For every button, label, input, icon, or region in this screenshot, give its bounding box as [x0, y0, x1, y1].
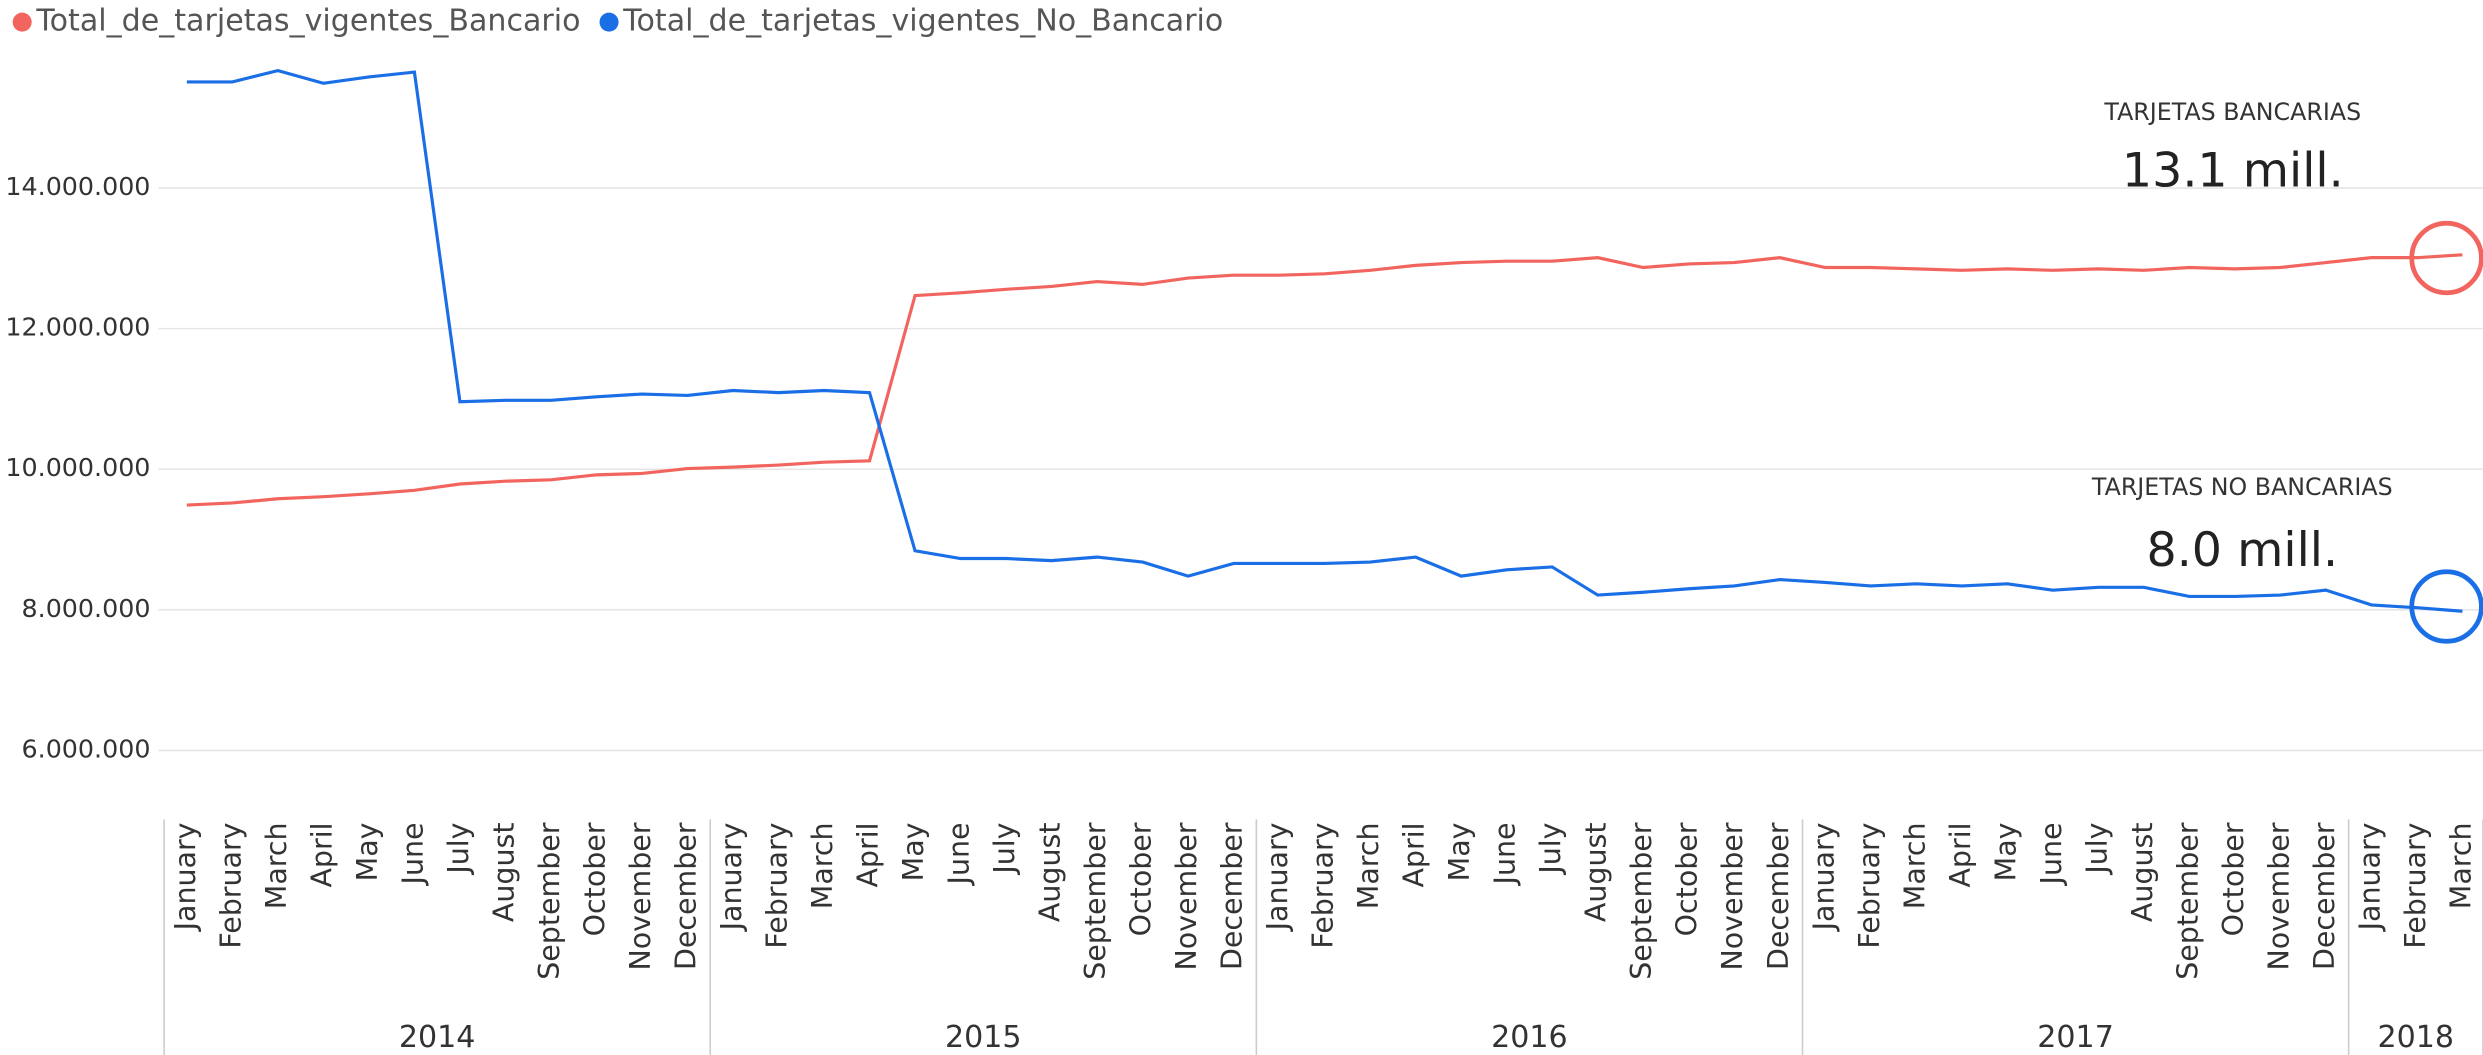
- x-tick-label: July: [1534, 822, 1567, 875]
- x-tick-label: March: [806, 822, 839, 909]
- x-tick-label: May: [897, 822, 930, 881]
- x-tick-label: September: [533, 822, 566, 980]
- y-tick-label: 8.000.000: [22, 593, 151, 623]
- year-label: 2017: [2037, 1020, 2114, 1055]
- x-tick-label: July: [2080, 822, 2113, 875]
- y-tick-label: 6.000.000: [22, 733, 151, 763]
- x-tick-label: May: [1989, 822, 2022, 881]
- x-tick-label: January: [1807, 822, 1840, 932]
- x-tick-label: January: [2353, 822, 2386, 932]
- x-tick-label: October: [578, 822, 611, 936]
- annotation-title: TARJETAS BANCARIAS: [2103, 98, 2361, 126]
- x-tick-label: August: [1034, 822, 1067, 922]
- x-tick-label: July: [442, 822, 475, 875]
- x-tick-label: March: [2444, 822, 2477, 909]
- x-tick-label: October: [2217, 822, 2250, 936]
- legend-label: Total_de_tarjetas_vigentes_Bancario: [35, 4, 580, 39]
- legend-label: Total_de_tarjetas_vigentes_No_Bancario: [622, 4, 1223, 39]
- x-tick-label: November: [1170, 822, 1203, 970]
- x-tick-label: August: [487, 822, 520, 922]
- annotation-title: TARJETAS NO BANCARIAS: [2091, 473, 2393, 501]
- x-tick-label: December: [669, 822, 702, 970]
- x-tick-label: February: [1853, 822, 1886, 948]
- x-tick-label: September: [1079, 822, 1112, 980]
- year-label: 2014: [399, 1020, 476, 1055]
- x-tick-label: February: [2399, 822, 2432, 948]
- y-tick-label: 10.000.000: [5, 452, 150, 482]
- x-tick-label: April: [852, 822, 885, 887]
- line-series: [186, 69, 2463, 613]
- x-tick-label: January: [715, 822, 748, 932]
- x-tick-label: August: [1580, 822, 1613, 922]
- year-label: 2016: [1491, 1020, 1568, 1055]
- year-label: 2018: [2378, 1020, 2455, 1055]
- x-tick-label: March: [1352, 822, 1385, 909]
- x-tick-label: June: [396, 822, 429, 886]
- highlight-circle: [2409, 220, 2483, 296]
- x-tick-label: January: [1261, 822, 1294, 932]
- x-tick-label: April: [1944, 822, 1977, 887]
- x-tick-label: June: [1489, 822, 1522, 886]
- x-tick-label: March: [260, 822, 293, 909]
- y-tick-label: 14.000.000: [5, 171, 150, 201]
- x-tick-label: November: [1716, 822, 1749, 970]
- legend-marker: [599, 12, 619, 32]
- x-tick-label: January: [169, 822, 202, 932]
- year-label: 2015: [945, 1020, 1022, 1055]
- x-tick-label: June: [943, 822, 976, 886]
- x-tick-label: May: [351, 822, 384, 881]
- x-tick-label: September: [1625, 822, 1658, 980]
- x-tick-label: February: [1307, 822, 1340, 948]
- legend-marker: [12, 12, 32, 32]
- x-tick-label: December: [1216, 822, 1249, 970]
- x-tick-label: September: [2171, 822, 2204, 980]
- x-tick-label: February: [760, 822, 793, 948]
- x-tick-label: October: [1125, 822, 1158, 936]
- y-tick-label: 12.000.000: [5, 312, 150, 342]
- x-tick-label: November: [624, 822, 657, 970]
- annotation-value: 8.0 mill.: [2147, 523, 2339, 578]
- annotation-value: 13.1 mill.: [2122, 144, 2344, 199]
- x-tick-label: May: [1443, 822, 1476, 881]
- line-series: [186, 253, 2463, 507]
- x-tick-label: March: [1898, 822, 1931, 909]
- x-tick-label: August: [2126, 822, 2159, 922]
- x-tick-label: April: [1398, 822, 1431, 887]
- x-tick-label: December: [2308, 822, 2341, 970]
- x-tick-label: July: [988, 822, 1021, 875]
- highlight-circle: [2409, 569, 2483, 644]
- x-tick-label: April: [305, 822, 338, 887]
- x-tick-label: February: [214, 822, 247, 948]
- x-tick-label: November: [2262, 822, 2295, 970]
- x-tick-label: December: [1762, 822, 1795, 970]
- x-tick-label: October: [1671, 822, 1704, 936]
- x-tick-label: June: [2035, 822, 2068, 886]
